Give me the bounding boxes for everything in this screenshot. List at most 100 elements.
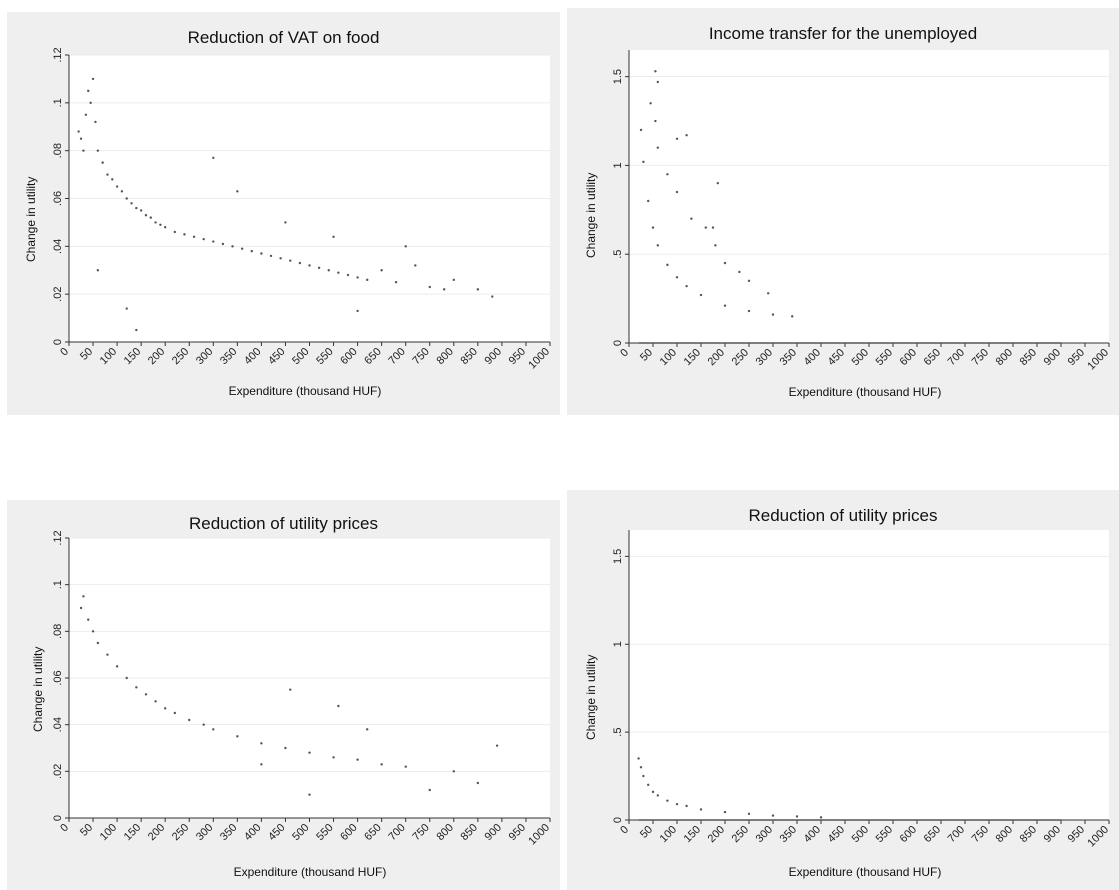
y-tick-label: 1 bbox=[612, 641, 624, 647]
y-tick-label: .12 bbox=[52, 530, 64, 545]
x-tick-label: 300 bbox=[194, 346, 215, 367]
scatter-point bbox=[202, 723, 205, 726]
x-tick-label: 400 bbox=[242, 822, 263, 843]
scatter-point bbox=[656, 794, 659, 797]
scatter-point bbox=[476, 288, 480, 291]
scatter-point bbox=[656, 146, 659, 149]
scatter-point bbox=[675, 137, 679, 140]
scatter-plot: 0 .5 1 1.5 0 50 100 150 200 250 300 350 400 450 500 550… bbox=[612, 50, 1111, 372]
scatter-point bbox=[747, 812, 751, 816]
scatter-point bbox=[637, 757, 640, 760]
scatter-point bbox=[149, 216, 152, 219]
scatter-point bbox=[337, 271, 340, 274]
scatter-point bbox=[94, 120, 97, 124]
scatter-point bbox=[144, 693, 148, 696]
y-tick-label: .04 bbox=[52, 239, 64, 254]
scatter-point bbox=[240, 247, 244, 250]
x-tick-label: 400 bbox=[802, 824, 823, 845]
x-tick-label: 150 bbox=[682, 824, 703, 845]
scatter-point bbox=[115, 665, 119, 668]
x-tick-label: 650 bbox=[362, 346, 383, 367]
scatter-point bbox=[791, 315, 794, 318]
scatter-point bbox=[332, 756, 335, 759]
x-tick-label: 750 bbox=[970, 347, 991, 368]
x-tick-label: 700 bbox=[386, 346, 407, 367]
scatter-point bbox=[723, 304, 727, 307]
scatter-plot: 0 .5 1 1.5 0 50 100 150 200 250 300 350 400 450 500 550… bbox=[612, 530, 1111, 849]
scatter-point bbox=[260, 252, 263, 255]
scatter-point bbox=[289, 688, 292, 691]
scatter-point bbox=[795, 815, 799, 818]
scatter-point bbox=[125, 676, 128, 680]
x-tick-label: 0 bbox=[618, 347, 631, 360]
x-tick-label: 800 bbox=[994, 824, 1015, 845]
x-tick-label: 500 bbox=[850, 824, 871, 845]
x-tick-label: 750 bbox=[410, 822, 431, 843]
x-tick-label: 500 bbox=[290, 822, 311, 843]
x-tick-label: 500 bbox=[290, 346, 311, 367]
y-tick-label: 0 bbox=[52, 815, 64, 821]
scatter-plot: 0.02.04.06.08.1.120 50 100 150 200 250 300 350 4… bbox=[52, 530, 552, 847]
y-tick-label: .02 bbox=[52, 287, 64, 302]
scatter-point bbox=[101, 161, 104, 164]
x-tick-label: 50 bbox=[638, 347, 655, 364]
scatter-point bbox=[380, 763, 383, 766]
x-tick-label: 150 bbox=[122, 822, 143, 843]
y-tick-label: 0 bbox=[612, 340, 624, 346]
x-tick-label: 950 bbox=[507, 346, 528, 367]
y-tick-label: .1 bbox=[52, 580, 64, 589]
x-tick-label: 900 bbox=[483, 822, 504, 843]
scatter-point bbox=[651, 790, 655, 794]
scatter-point bbox=[192, 235, 196, 238]
y-tick-label: .08 bbox=[52, 624, 64, 639]
x-tick-label: 450 bbox=[266, 346, 287, 367]
scatter-point bbox=[685, 804, 688, 808]
scatter-point bbox=[82, 149, 85, 152]
x-tick-label: 850 bbox=[1018, 347, 1039, 368]
x-tick-label: 700 bbox=[946, 347, 967, 368]
y-tick-label: 1 bbox=[612, 162, 624, 168]
scatter-point bbox=[106, 173, 109, 176]
x-tick-label: 900 bbox=[483, 346, 504, 367]
scatter-point bbox=[747, 279, 751, 283]
scatter-point bbox=[649, 102, 652, 105]
scatter-point bbox=[120, 190, 124, 193]
x-tick-label: 900 bbox=[1042, 347, 1063, 368]
x-tick-label: 350 bbox=[218, 346, 239, 367]
x-tick-label: 200 bbox=[146, 822, 167, 843]
chart-title: Reduction of VAT on food bbox=[187, 28, 380, 47]
scatter-point bbox=[79, 606, 83, 610]
scatter-point bbox=[476, 781, 480, 785]
scatter-point bbox=[651, 226, 655, 229]
plot-area bbox=[629, 530, 1109, 820]
x-tick-label: 850 bbox=[459, 346, 480, 367]
scatter-point bbox=[188, 718, 191, 722]
scatter-point bbox=[154, 221, 157, 224]
scatter-point bbox=[130, 202, 133, 205]
scatter-point bbox=[639, 128, 643, 132]
y-tick-label: .12 bbox=[52, 47, 64, 62]
scatter-point bbox=[356, 309, 359, 313]
scatter-point bbox=[221, 242, 225, 246]
scatter-point bbox=[639, 766, 643, 769]
scatter-point bbox=[723, 810, 727, 814]
scatter-point bbox=[317, 266, 321, 270]
chart-title: Reduction of utility prices bbox=[189, 514, 378, 533]
scatter-point bbox=[106, 653, 109, 656]
x-tick-label: 350 bbox=[778, 347, 799, 368]
scatter-point bbox=[96, 641, 100, 645]
x-tick-label: 250 bbox=[730, 824, 751, 845]
x-tick-label: 200 bbox=[706, 347, 727, 368]
scatter-point bbox=[77, 130, 80, 133]
scatter-point bbox=[714, 244, 717, 247]
scatter-point bbox=[711, 226, 715, 229]
scatter-point bbox=[666, 173, 669, 176]
scatter-point bbox=[452, 278, 455, 282]
x-tick-label: 400 bbox=[802, 347, 823, 368]
chart-title: Reduction of utility prices bbox=[748, 506, 938, 525]
chart-title: Income transfer for the unemployed bbox=[708, 24, 978, 43]
scatter-point bbox=[666, 263, 669, 267]
y-tick-label: .1 bbox=[52, 98, 64, 107]
scatter-point bbox=[212, 240, 215, 243]
scatter-point bbox=[82, 595, 85, 598]
